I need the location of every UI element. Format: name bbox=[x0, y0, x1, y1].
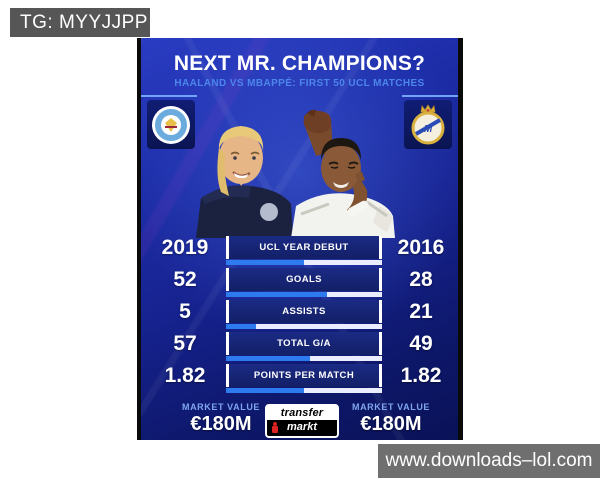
real-madrid-crest-icon: M bbox=[411, 103, 445, 144]
shirt-badge-icon bbox=[260, 203, 278, 221]
market-value-label: MARKET VALUE bbox=[351, 402, 431, 412]
man-city-badge-icon bbox=[152, 105, 190, 144]
page-title: NEXT MR. CHAMPIONS? bbox=[173, 52, 426, 75]
haaland-value: 52 bbox=[173, 268, 197, 291]
haaland-photo bbox=[196, 126, 293, 238]
mbappe-value: 1.82 bbox=[400, 364, 442, 387]
table-row: 5 ASSISTS 21 bbox=[141, 300, 458, 330]
market-value-amount: €180M bbox=[360, 413, 422, 435]
comparison-bar bbox=[226, 324, 382, 329]
svg-text:M: M bbox=[424, 124, 433, 135]
comparison-bar bbox=[226, 388, 382, 393]
page-subtitle: HAALAND VS MBAPPÉ: FIRST 50 UCL MATCHES bbox=[174, 78, 425, 89]
header-divider-left bbox=[141, 95, 197, 97]
mbappe-value: 49 bbox=[409, 332, 433, 355]
market-value-amount: €180M bbox=[190, 413, 252, 435]
stat-label-pill: GOALS bbox=[226, 268, 382, 291]
market-value-left: MARKET VALUE €180M bbox=[159, 402, 283, 436]
stat-label-pill: POINTS PER MATCH bbox=[226, 364, 382, 387]
man-city-badge-tile bbox=[147, 100, 195, 149]
transfermarkt-logo: transfer markt bbox=[265, 404, 339, 438]
mbappe-value: 21 bbox=[409, 300, 433, 323]
market-value-label: MARKET VALUE bbox=[181, 402, 261, 412]
table-row: 57 TOTAL G/A 49 bbox=[141, 332, 458, 362]
comparison-bar bbox=[226, 292, 382, 297]
stat-label-pill: TOTAL G/A bbox=[226, 332, 382, 355]
real-madrid-badge-tile: M bbox=[404, 100, 452, 149]
stat-label-pill: UCL YEAR DEBUT bbox=[226, 236, 382, 259]
players-photo bbox=[196, 109, 395, 238]
haaland-value: 1.82 bbox=[164, 364, 206, 387]
comparison-bar bbox=[226, 260, 382, 265]
haaland-value: 5 bbox=[179, 300, 191, 323]
transfermarkt-figure-icon bbox=[271, 422, 278, 433]
mbappe-value: 28 bbox=[409, 268, 433, 291]
infographic-panel: NEXT MR. CHAMPIONS? HAALAND VS MBAPPÉ: F… bbox=[137, 38, 463, 440]
table-row: 52 GOALS 28 bbox=[141, 268, 458, 298]
header-divider-right bbox=[402, 95, 458, 97]
table-row: 1.82 POINTS PER MATCH 1.82 bbox=[141, 364, 458, 394]
stat-label-pill: ASSISTS bbox=[226, 300, 382, 323]
site-watermark: www.downloads–lol.com bbox=[378, 444, 600, 478]
tg-channel-badge: TG: MYYJJPP bbox=[10, 8, 150, 37]
haaland-value: 57 bbox=[173, 332, 197, 355]
comparison-bar bbox=[226, 356, 382, 361]
market-value-right: MARKET VALUE €180M bbox=[329, 402, 453, 436]
table-row: 2019 UCL YEAR DEBUT 2016 bbox=[141, 236, 458, 266]
mbappe-value: 2016 bbox=[397, 236, 445, 259]
haaland-value: 2019 bbox=[161, 236, 209, 259]
mbappe-photo bbox=[291, 138, 395, 238]
